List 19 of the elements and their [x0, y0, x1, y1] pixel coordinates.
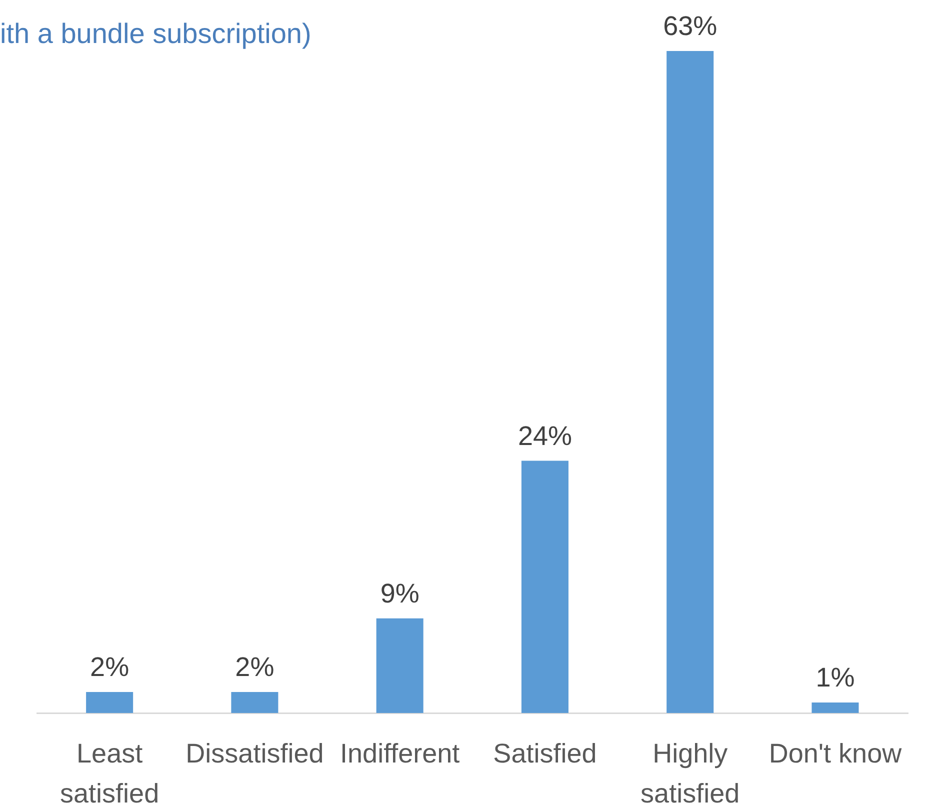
data-label: 24%: [518, 420, 572, 451]
bar: [231, 692, 278, 713]
data-label: 1%: [816, 662, 855, 692]
x-tick-label: Satisfied: [493, 738, 597, 768]
x-tick-label: Indifferent: [340, 738, 460, 768]
chart-subtitle: ith a bundle subscription): [0, 18, 312, 50]
data-label: 63%: [663, 11, 718, 41]
bar: [521, 460, 568, 713]
data-label: 2%: [90, 652, 130, 682]
x-tick-label: Don't know: [768, 738, 902, 768]
data-label: 2%: [235, 652, 274, 682]
x-tick-label: Least satisfied: [60, 738, 160, 808]
x-tick-label: Highly satisfied: [640, 738, 740, 808]
bar: [812, 702, 859, 713]
data-label: 9%: [380, 578, 420, 608]
x-tick-label: Dissatisfied: [186, 738, 324, 768]
bar: [376, 618, 424, 713]
bar: [666, 51, 714, 713]
bar: [86, 692, 134, 713]
